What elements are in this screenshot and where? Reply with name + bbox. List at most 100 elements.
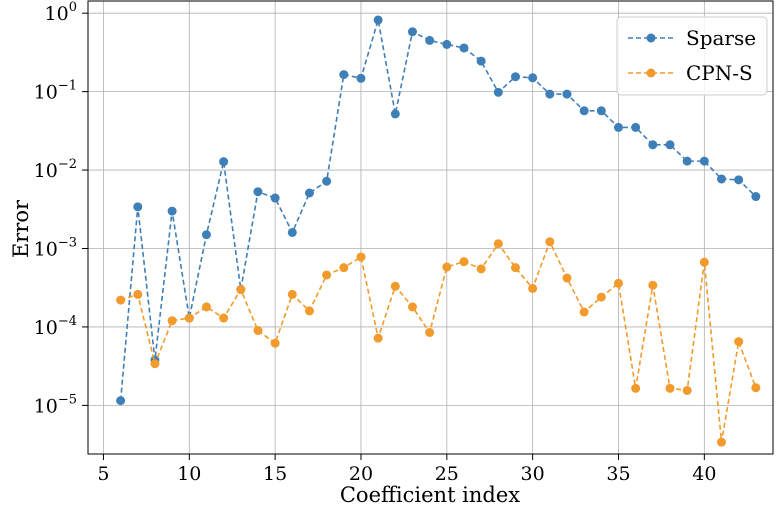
data-point-sparse	[613, 122, 623, 132]
y-tick-label: 10−2	[34, 157, 77, 182]
y-tick-label: 10−5	[34, 392, 77, 417]
y-axis-label: Error	[9, 199, 33, 258]
legend-label-cpn-s: CPN-S	[686, 61, 753, 85]
data-point-cpn-s	[528, 283, 538, 293]
legend-marker-cpn-s	[646, 68, 656, 78]
y-tick-label: 10−3	[34, 236, 77, 261]
data-point-sparse	[631, 122, 641, 132]
data-point-cpn-s	[184, 313, 194, 323]
legend: Sparse CPN-S	[616, 16, 768, 96]
data-point-sparse	[322, 176, 332, 186]
data-point-cpn-s	[613, 278, 623, 288]
data-point-cpn-s	[631, 383, 641, 393]
data-point-cpn-s	[304, 306, 314, 316]
x-tick-label: 35	[606, 463, 630, 485]
data-point-sparse	[339, 70, 349, 80]
data-point-cpn-s	[751, 383, 761, 393]
data-point-sparse	[219, 157, 229, 167]
data-point-cpn-s	[510, 263, 520, 273]
plot-frame	[87, 0, 774, 455]
data-point-sparse	[253, 187, 263, 197]
data-point-sparse	[648, 140, 658, 150]
legend-label-sparse: Sparse	[686, 26, 756, 50]
data-point-cpn-s	[167, 316, 177, 326]
data-point-sparse	[116, 396, 126, 406]
data-point-cpn-s	[579, 307, 589, 317]
data-point-cpn-s	[322, 270, 332, 280]
data-point-cpn-s	[390, 281, 400, 291]
data-point-cpn-s	[236, 285, 246, 295]
data-point-cpn-s	[373, 333, 383, 343]
x-axis-label: Coefficient index	[340, 483, 520, 507]
data-point-cpn-s	[116, 295, 126, 305]
data-point-sparse	[356, 73, 366, 83]
data-point-cpn-s	[150, 359, 160, 369]
data-point-sparse	[596, 106, 606, 116]
data-point-cpn-s	[459, 257, 469, 267]
x-tick-label: 5	[97, 463, 109, 485]
x-tick-label: 25	[435, 463, 459, 485]
data-point-sparse	[476, 56, 486, 66]
data-point-sparse	[270, 193, 280, 203]
ticks: 5 10 15 20 25 30 35 40 10−5 10−4 10−3 10−2 10−1 100	[34, 0, 717, 485]
legend-marker-sparse	[646, 33, 656, 43]
data-point-cpn-s	[339, 263, 349, 273]
y-tick-label: 10−4	[34, 314, 77, 339]
data-point-sparse	[734, 175, 744, 185]
data-point-cpn-s	[407, 302, 417, 312]
data-point-cpn-s	[287, 289, 297, 299]
data-point-sparse	[459, 43, 469, 53]
x-tick-label: 10	[177, 463, 201, 485]
data-point-sparse	[373, 15, 383, 25]
series-cpn-s	[116, 237, 761, 447]
data-point-cpn-s	[734, 337, 744, 347]
data-point-sparse	[562, 89, 572, 99]
data-point-sparse	[390, 109, 400, 119]
data-point-cpn-s	[648, 280, 658, 290]
data-point-sparse	[493, 87, 503, 97]
data-point-cpn-s	[356, 252, 366, 262]
data-point-sparse	[716, 174, 726, 184]
data-point-cpn-s	[425, 327, 435, 337]
data-point-cpn-s	[133, 289, 143, 299]
data-point-sparse	[528, 73, 538, 83]
data-point-cpn-s	[699, 257, 709, 267]
data-point-sparse	[287, 227, 297, 237]
data-point-sparse	[699, 156, 709, 166]
data-point-sparse	[751, 192, 761, 202]
data-point-cpn-s	[682, 385, 692, 395]
data-point-sparse	[510, 72, 520, 82]
data-point-sparse	[579, 106, 589, 116]
x-tick-label: 20	[349, 463, 373, 485]
y-tick-label: 100	[45, 0, 77, 25]
data-point-sparse	[133, 202, 143, 212]
data-point-cpn-s	[201, 302, 211, 312]
data-point-sparse	[665, 140, 675, 150]
data-point-sparse	[167, 206, 177, 216]
data-point-cpn-s	[493, 239, 503, 249]
data-point-cpn-s	[545, 237, 555, 247]
data-point-sparse	[407, 27, 417, 37]
data-point-cpn-s	[270, 338, 280, 348]
x-tick-label: 30	[521, 463, 545, 485]
data-point-cpn-s	[596, 292, 606, 302]
data-point-cpn-s	[442, 262, 452, 272]
data-point-sparse	[442, 39, 452, 49]
data-point-sparse	[304, 188, 314, 198]
data-point-sparse	[545, 89, 555, 99]
data-point-cpn-s	[562, 273, 572, 283]
series-line-cpn-s	[120, 239, 757, 443]
data-point-cpn-s	[716, 437, 726, 447]
x-tick-label: 40	[692, 463, 716, 485]
data-point-cpn-s	[253, 326, 263, 336]
data-point-sparse	[425, 35, 435, 45]
series-layer	[116, 15, 761, 447]
y-tick-label: 10−1	[34, 79, 77, 104]
data-point-cpn-s	[476, 264, 486, 274]
data-point-cpn-s	[665, 383, 675, 393]
data-point-sparse	[682, 156, 692, 166]
data-point-cpn-s	[219, 313, 229, 323]
data-point-sparse	[201, 230, 211, 240]
